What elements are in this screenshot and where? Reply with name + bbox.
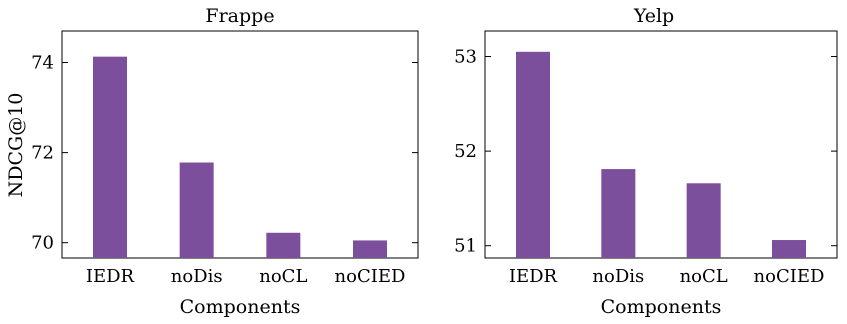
x-tick-label-yelp-nocied: noCIED	[754, 266, 825, 287]
y-tick-label-frappe-72: 72	[31, 143, 54, 164]
x-tick-label-frappe-iedr: IEDR	[86, 266, 135, 287]
y-tick-label-yelp-52: 52	[454, 141, 477, 162]
y-tick-label-frappe-70: 70	[31, 233, 54, 254]
bar-frappe-nocl	[266, 232, 301, 258]
y-axis-label-frappe: NDCG@10	[5, 93, 27, 198]
x-tick-label-yelp-iedr: IEDR	[509, 266, 558, 287]
bar-yelp-nodis	[601, 169, 636, 258]
bar-frappe-nocied	[353, 240, 387, 258]
bar-yelp-nocl	[686, 183, 721, 258]
x-tick-label-yelp-nodis: noDis	[592, 266, 644, 287]
x-tick-label-yelp-nocl: noCL	[680, 266, 728, 287]
chart-title-frappe: Frappe	[205, 5, 274, 27]
x-axis-label-frappe: Components	[180, 296, 301, 318]
y-tick-label-yelp-53: 53	[454, 47, 477, 68]
chart-yelp: Yelp 51 52 53 IEDR noDis noCL noCIED Componen…	[454, 5, 838, 318]
x-tick-label-frappe-nocl: noCL	[259, 266, 307, 287]
bar-yelp-nocied	[772, 240, 806, 258]
plot-frame-yelp	[484, 30, 838, 259]
y-tick-label-frappe-74: 74	[31, 53, 54, 74]
y-tick-label-yelp-51: 51	[454, 236, 477, 257]
bar-yelp-iedr	[516, 51, 550, 258]
x-tick-label-frappe-nocied: noCIED	[335, 266, 406, 287]
chart-title-yelp: Yelp	[633, 5, 674, 27]
bar-frappe-nodis	[179, 162, 214, 258]
plot-frame-frappe	[61, 30, 419, 259]
x-axis-label-yelp: Components	[601, 296, 722, 318]
chart-frappe: Frappe 70 72 74 IEDR noDis noCL noCIED Compon…	[5, 5, 419, 318]
bar-frappe-iedr	[93, 56, 127, 258]
x-tick-label-frappe-nodis: noDis	[171, 266, 223, 287]
